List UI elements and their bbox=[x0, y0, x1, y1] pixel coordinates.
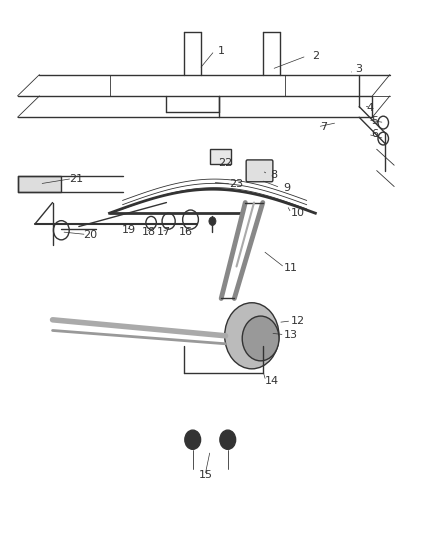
Circle shape bbox=[209, 217, 216, 225]
Text: 9: 9 bbox=[283, 183, 290, 192]
Text: 7: 7 bbox=[321, 122, 328, 132]
Circle shape bbox=[242, 316, 279, 361]
Text: 17: 17 bbox=[157, 227, 171, 237]
Text: 22: 22 bbox=[219, 158, 233, 167]
Text: 19: 19 bbox=[122, 225, 136, 235]
Text: 5: 5 bbox=[371, 116, 378, 126]
Text: 3: 3 bbox=[356, 64, 363, 74]
Text: 16: 16 bbox=[179, 227, 193, 237]
Text: 13: 13 bbox=[284, 330, 298, 340]
Text: 20: 20 bbox=[83, 230, 97, 239]
Circle shape bbox=[185, 430, 201, 449]
Text: 18: 18 bbox=[142, 227, 156, 237]
Text: 2: 2 bbox=[312, 51, 319, 61]
Text: 12: 12 bbox=[291, 316, 305, 326]
Circle shape bbox=[225, 303, 279, 369]
FancyBboxPatch shape bbox=[246, 160, 273, 182]
Text: 21: 21 bbox=[70, 174, 84, 183]
Text: 8: 8 bbox=[270, 170, 277, 180]
Text: 11: 11 bbox=[284, 263, 298, 272]
Bar bbox=[18, 176, 61, 192]
Bar bbox=[210, 149, 231, 164]
Text: 6: 6 bbox=[371, 130, 378, 139]
Text: 15: 15 bbox=[199, 471, 213, 480]
Circle shape bbox=[220, 430, 236, 449]
Text: 1: 1 bbox=[218, 46, 225, 55]
Text: 4: 4 bbox=[367, 103, 374, 112]
Text: 14: 14 bbox=[265, 376, 279, 386]
Text: 10: 10 bbox=[291, 208, 305, 218]
Text: 23: 23 bbox=[230, 179, 244, 189]
